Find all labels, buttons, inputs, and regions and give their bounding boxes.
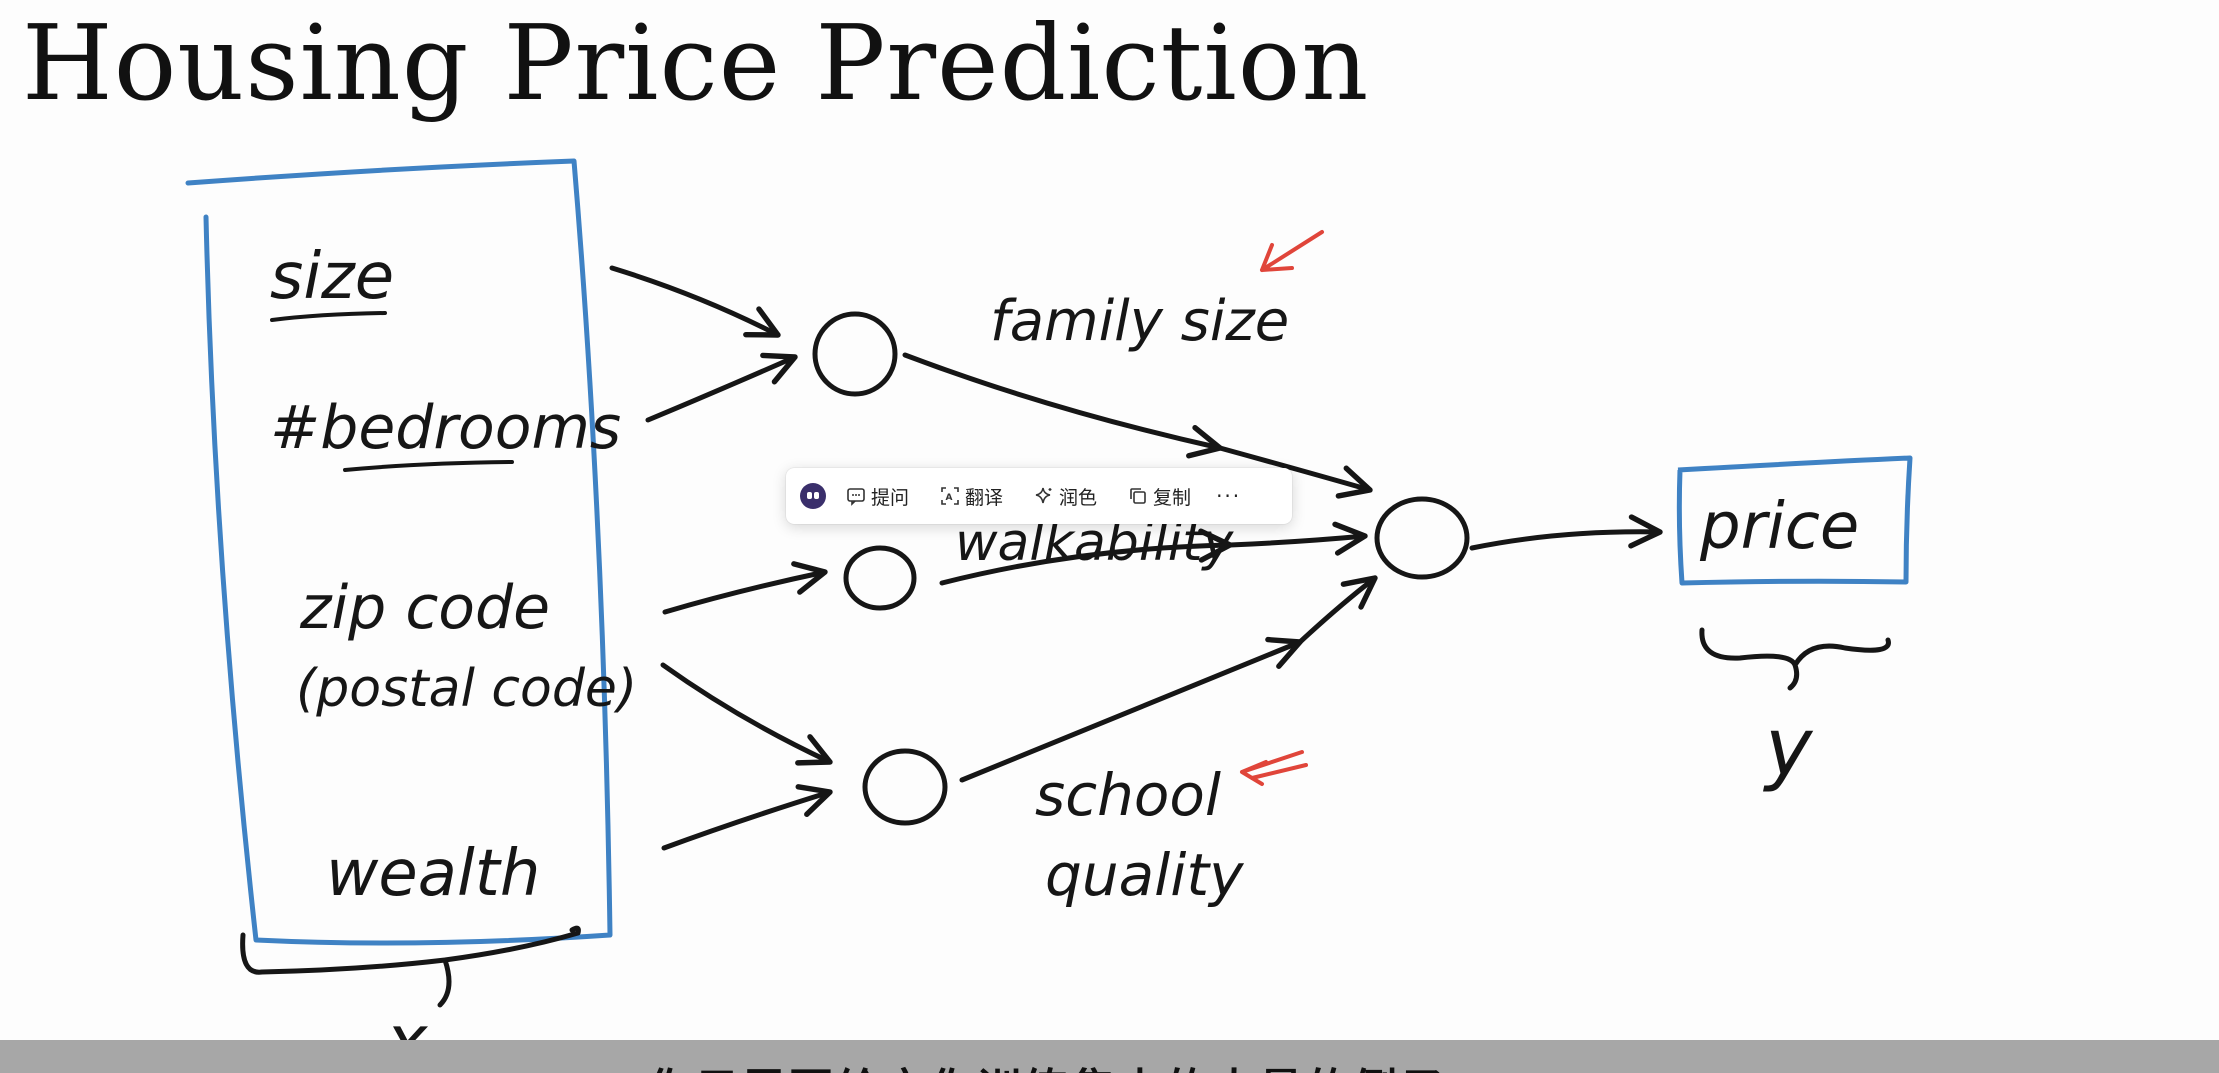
hidden-label-family-size: family size	[990, 289, 1289, 354]
svg-text:A: A	[946, 493, 953, 503]
input-label-wealth: wealth	[326, 837, 540, 911]
copy-label: 复制	[1153, 486, 1192, 509]
hidden-node-family-size	[812, 311, 898, 397]
red-annotation-arrows	[1240, 230, 1324, 786]
assistant-logo-icon[interactable]	[800, 483, 826, 509]
sparkle-icon	[1035, 487, 1052, 504]
selection-toolbar: 提问 A 翻译 润色 复制 ···	[786, 468, 1292, 524]
subtitle-bar: 你只需要给它你训练集中的大量的例子	[0, 1040, 2219, 1073]
output-node	[1374, 496, 1470, 580]
polish-button[interactable]: 润色	[1034, 483, 1097, 510]
ask-label: 提问	[871, 486, 910, 509]
translate-label: 翻译	[965, 486, 1004, 509]
size-underline	[270, 311, 387, 322]
hidden-label-quality: quality	[1045, 841, 1244, 909]
hidden-arrows	[902, 352, 1663, 783]
input-features-box	[185, 158, 613, 946]
chat-bubble-icon	[847, 488, 865, 506]
input-arrows	[609, 265, 833, 851]
output-price-box	[1676, 455, 1913, 586]
input-label-bedrooms: #bedrooms	[270, 393, 621, 463]
hidden-node-walkability	[843, 545, 917, 611]
copy-icon	[1130, 488, 1146, 504]
subtitle-text: 你只需要给它你训练集中的大量的例子	[648, 1054, 1447, 1073]
hidden-node-school-quality	[862, 748, 948, 826]
input-label-zip-code: zip code	[299, 573, 550, 643]
ask-button[interactable]: 提问	[846, 483, 909, 510]
translate-button[interactable]: A 翻译	[940, 483, 1003, 510]
translate-icon: A	[941, 487, 959, 505]
x-brace	[240, 925, 581, 1008]
slide-title: Housing Price Prediction	[22, 2, 1370, 124]
input-label-size: size	[270, 240, 394, 314]
y-brace	[1699, 627, 1891, 691]
output-label-price: price	[1699, 490, 1859, 564]
bedrooms-underline	[343, 460, 514, 472]
hidden-label-school: school	[1035, 761, 1221, 829]
copy-button[interactable]: 复制	[1128, 483, 1191, 510]
more-options-button[interactable]: ···	[1216, 484, 1242, 508]
polish-label: 润色	[1059, 486, 1098, 509]
y-label: y	[1763, 701, 1814, 794]
input-label-postal-code: (postal code)	[296, 659, 637, 719]
